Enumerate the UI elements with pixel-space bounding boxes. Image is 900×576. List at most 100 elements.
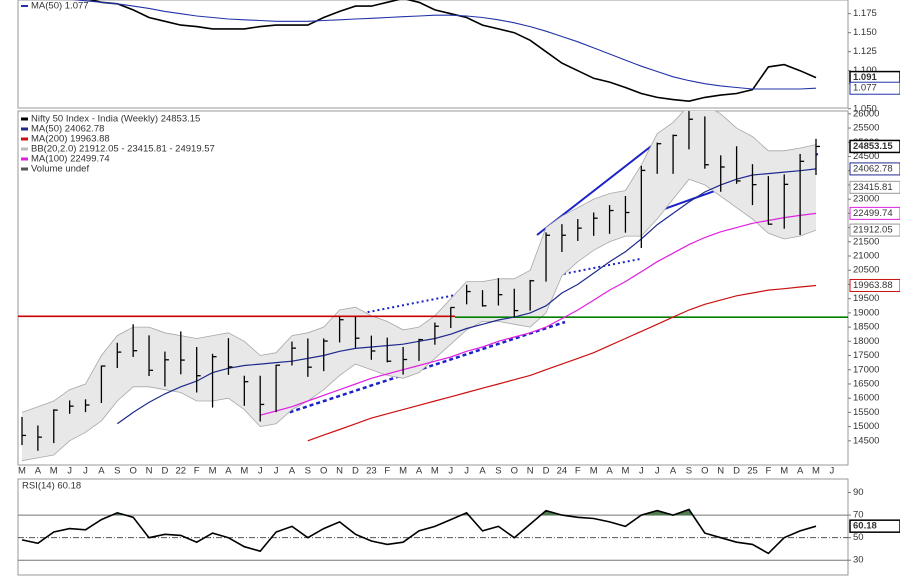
value-tag-box bbox=[849, 278, 900, 292]
x-tick-label: D bbox=[543, 466, 550, 477]
legend-label: MA(50) 24062.78 bbox=[31, 124, 104, 135]
series-line bbox=[88, 0, 817, 103]
x-tick-label: O bbox=[320, 466, 327, 477]
x-tick-label: J bbox=[655, 466, 660, 477]
x-tick-label: S bbox=[305, 466, 311, 477]
x-tick-label: N bbox=[336, 466, 343, 477]
y-tick-label: 18000 bbox=[853, 336, 879, 347]
y-tick-label: 1.125 bbox=[853, 46, 877, 57]
legend-swatch bbox=[21, 117, 28, 121]
y-tick-label: 50 bbox=[853, 532, 864, 543]
y-tick-label: 17000 bbox=[853, 364, 879, 375]
x-tick-label: M bbox=[18, 466, 26, 477]
x-tick-label: F bbox=[194, 466, 200, 477]
y-tick-label: 24500 bbox=[853, 151, 879, 162]
x-tick-label: J bbox=[83, 466, 88, 477]
value-tag: 1.077 bbox=[853, 83, 877, 94]
ma-line bbox=[307, 284, 817, 442]
x-tick-label: M bbox=[50, 466, 58, 477]
legend-label: MA(100) 22499.74 bbox=[31, 154, 110, 165]
x-tick-label: A bbox=[797, 466, 804, 477]
x-tick-label: D bbox=[733, 466, 740, 477]
y-tick-label: 90 bbox=[853, 487, 864, 498]
x-tick-label: J bbox=[830, 466, 835, 477]
band-upper bbox=[21, 111, 817, 413]
x-tick-label: A bbox=[606, 466, 613, 477]
y-tick-label: 1.100 bbox=[853, 65, 877, 76]
legend-swatch bbox=[21, 137, 28, 141]
band-lower bbox=[21, 178, 817, 462]
x-tick-label: N bbox=[146, 466, 153, 477]
value-tag-box bbox=[849, 139, 900, 154]
x-tick-label: 23 bbox=[366, 466, 377, 477]
y-tick-label: 19000 bbox=[853, 307, 879, 318]
x-tick-label: S bbox=[114, 466, 120, 477]
rsi-plot bbox=[18, 508, 848, 561]
value-tag-box bbox=[849, 223, 900, 237]
value-tag: 23415.81 bbox=[853, 182, 893, 193]
y-tick-label: 16000 bbox=[853, 393, 879, 404]
x-tick-label: O bbox=[511, 466, 518, 477]
x-tick-label: F bbox=[765, 466, 771, 477]
x-tick-label: A bbox=[225, 466, 232, 477]
legend-swatch bbox=[21, 127, 28, 131]
legend-swatch bbox=[21, 147, 28, 151]
x-tick-label: F bbox=[384, 466, 390, 477]
x-tick-label: J bbox=[448, 466, 453, 477]
x-tick-label: J bbox=[639, 466, 644, 477]
legend-label: BB(20,2.0) 21912.05 - 23415.81 - 24919.5… bbox=[31, 144, 215, 155]
x-tick-label: M bbox=[621, 466, 629, 477]
x-tick-label: M bbox=[590, 466, 598, 477]
legend-label: Nifty 50 Index - India (Weekly) 24853.15 bbox=[31, 114, 200, 125]
y-tick-label: 18500 bbox=[853, 322, 879, 333]
x-tick-label: J bbox=[258, 466, 263, 477]
x-tick-label: N bbox=[527, 466, 534, 477]
legend-label: Volume undef bbox=[31, 164, 89, 175]
legend-label: MA(200) 19963.88 bbox=[31, 134, 110, 145]
x-tick-label: J bbox=[67, 466, 72, 477]
value-tag: 22499.74 bbox=[853, 208, 893, 219]
value-tag-box bbox=[849, 206, 900, 220]
value-tag-box bbox=[849, 180, 900, 194]
y-tick-label: 21000 bbox=[853, 251, 879, 262]
y-tick-label: 1.150 bbox=[853, 27, 877, 38]
x-tick-label: O bbox=[129, 466, 136, 477]
y-tick-label: 30 bbox=[853, 555, 864, 566]
value-tag-box bbox=[849, 519, 900, 533]
value-tag: 21912.05 bbox=[853, 225, 893, 236]
y-tick-label: 70 bbox=[853, 510, 864, 521]
value-tag: 19963.88 bbox=[853, 280, 893, 291]
series-line bbox=[72, 0, 817, 90]
x-tick-label: J bbox=[274, 466, 279, 477]
x-tick-label: M bbox=[431, 466, 439, 477]
legend-label: MA(50) 1.077 bbox=[31, 1, 89, 12]
value-tag-box bbox=[849, 162, 900, 176]
legend-swatch bbox=[21, 157, 28, 161]
legend-swatch bbox=[21, 167, 28, 171]
x-tick-label: M bbox=[780, 466, 788, 477]
top-plot bbox=[72, 0, 817, 103]
x-tick-label: N bbox=[717, 466, 724, 477]
x-tick-label: A bbox=[479, 466, 486, 477]
x-tick-label: S bbox=[495, 466, 501, 477]
x-tick-label: 22 bbox=[176, 466, 187, 477]
ma-line bbox=[260, 212, 817, 416]
x-tick-label: F bbox=[575, 466, 581, 477]
ma-line bbox=[116, 168, 817, 425]
x-tick-label: A bbox=[289, 466, 296, 477]
x-tick-label: M bbox=[812, 466, 820, 477]
series-line bbox=[21, 508, 817, 555]
y-tick-label: 25500 bbox=[853, 123, 879, 134]
y-tick-label: 14500 bbox=[853, 435, 879, 446]
value-tag-box bbox=[849, 81, 900, 95]
value-tag: 1.091 bbox=[853, 72, 877, 83]
value-tag: 60.18 bbox=[853, 521, 877, 532]
y-tick-label: 20500 bbox=[853, 265, 879, 276]
x-tick-label: D bbox=[352, 466, 359, 477]
x-tick-label: M bbox=[240, 466, 248, 477]
y-tick-label: 1.175 bbox=[853, 8, 877, 19]
x-tick-label: 24 bbox=[557, 466, 568, 477]
trendline bbox=[262, 320, 566, 423]
